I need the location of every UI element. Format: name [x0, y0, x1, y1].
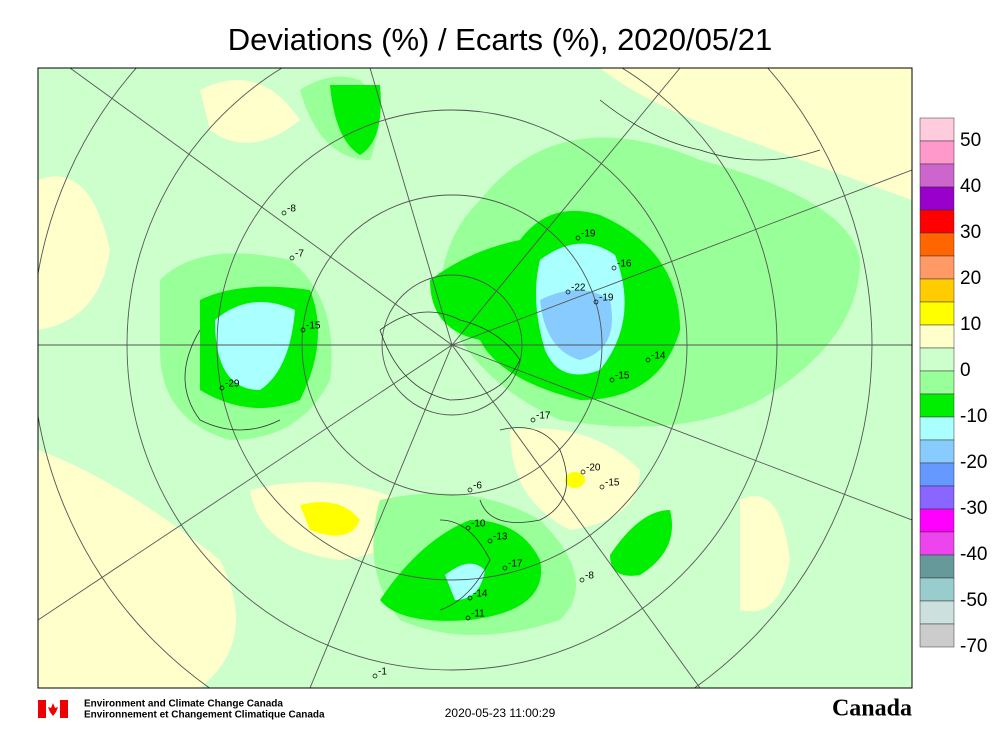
legend-swatch [919, 117, 955, 142]
station-marker [580, 469, 586, 475]
station-marker [487, 538, 493, 544]
station-label: -8 [585, 571, 594, 582]
station-marker [289, 255, 295, 261]
station-marker [645, 357, 651, 363]
station-marker [575, 235, 581, 241]
title: Deviations (%) / Ecarts (%), 2020/05/21 [228, 22, 772, 57]
legend-swatch [919, 462, 955, 487]
legend-swatch [919, 301, 955, 326]
station-marker [281, 210, 287, 216]
legend-swatch [919, 209, 955, 234]
legend-label: 0 [960, 360, 971, 381]
station-marker [609, 377, 615, 383]
station-marker [465, 525, 471, 531]
station-marker [611, 265, 617, 271]
station-label: -6 [473, 481, 482, 492]
legend-swatch [919, 393, 955, 418]
legend-swatch [919, 554, 955, 579]
station-label: -14 [651, 351, 666, 362]
legend-label: 10 [960, 314, 981, 335]
legend-swatch [919, 416, 955, 441]
station-label: -10 [471, 519, 486, 530]
station-label: -22 [571, 283, 586, 294]
legend-label: 20 [960, 268, 981, 289]
station-marker [300, 327, 306, 333]
station-marker [565, 289, 571, 295]
legend-swatch [919, 439, 955, 464]
department-en: Environment and Climate Change Canada [84, 699, 283, 710]
station-label: -8 [287, 204, 296, 215]
legend-label: -40 [960, 544, 987, 565]
legend-swatch [919, 600, 955, 625]
station-label: -14 [473, 589, 488, 600]
legend-label: -50 [960, 590, 987, 611]
station-label: -13 [493, 532, 508, 543]
legend-swatch [919, 186, 955, 211]
legend-label: 50 [960, 130, 981, 151]
map-frame [37, 67, 913, 689]
station-label: -15 [615, 371, 630, 382]
legend-swatch [919, 324, 955, 349]
station-marker [467, 487, 473, 493]
station-label: -17 [536, 411, 551, 422]
department-fr: Environnement et Changement Climatique C… [84, 710, 325, 721]
legend-swatch [919, 577, 955, 602]
station-marker [593, 299, 599, 305]
legend-label: 40 [960, 176, 981, 197]
legend-label: 30 [960, 222, 981, 243]
legend-swatch [919, 508, 955, 533]
station-label: -15 [306, 321, 321, 332]
station-label: -1 [378, 667, 387, 678]
legend-label: -20 [960, 452, 987, 473]
station-label: -20 [586, 463, 601, 474]
legend-swatch [919, 163, 955, 188]
station-marker [467, 595, 473, 601]
station-label: -17 [508, 559, 523, 570]
station-marker [219, 385, 225, 391]
legend-swatch [919, 347, 955, 372]
legend-swatch [919, 370, 955, 395]
legend-swatch [919, 255, 955, 280]
station-label: -7 [295, 249, 304, 260]
legend-swatch [919, 623, 955, 648]
legend-swatch [919, 278, 955, 303]
station-marker [465, 615, 471, 621]
station-label: -19 [581, 229, 596, 240]
station-marker [579, 577, 585, 583]
timestamp: 2020-05-23 11:00:29 [445, 706, 556, 720]
station-marker [530, 417, 536, 423]
legend-swatch [919, 485, 955, 510]
legend-label: -10 [960, 406, 987, 427]
station-label: -29 [225, 379, 240, 390]
wordmark: Canada [832, 696, 912, 722]
station-label: -11 [471, 609, 485, 620]
station-marker [372, 673, 378, 679]
legend-swatch [919, 531, 955, 556]
station-label: -15 [605, 478, 620, 489]
legend-label: -30 [960, 498, 987, 519]
station-marker [599, 484, 605, 490]
map [38, 68, 912, 688]
station-label: -19 [599, 293, 614, 304]
station-marker [502, 565, 508, 571]
legend-swatch [919, 232, 955, 257]
station-label: -16 [617, 259, 632, 270]
legend-label: -70 [960, 636, 987, 657]
legend-swatch [919, 140, 955, 165]
